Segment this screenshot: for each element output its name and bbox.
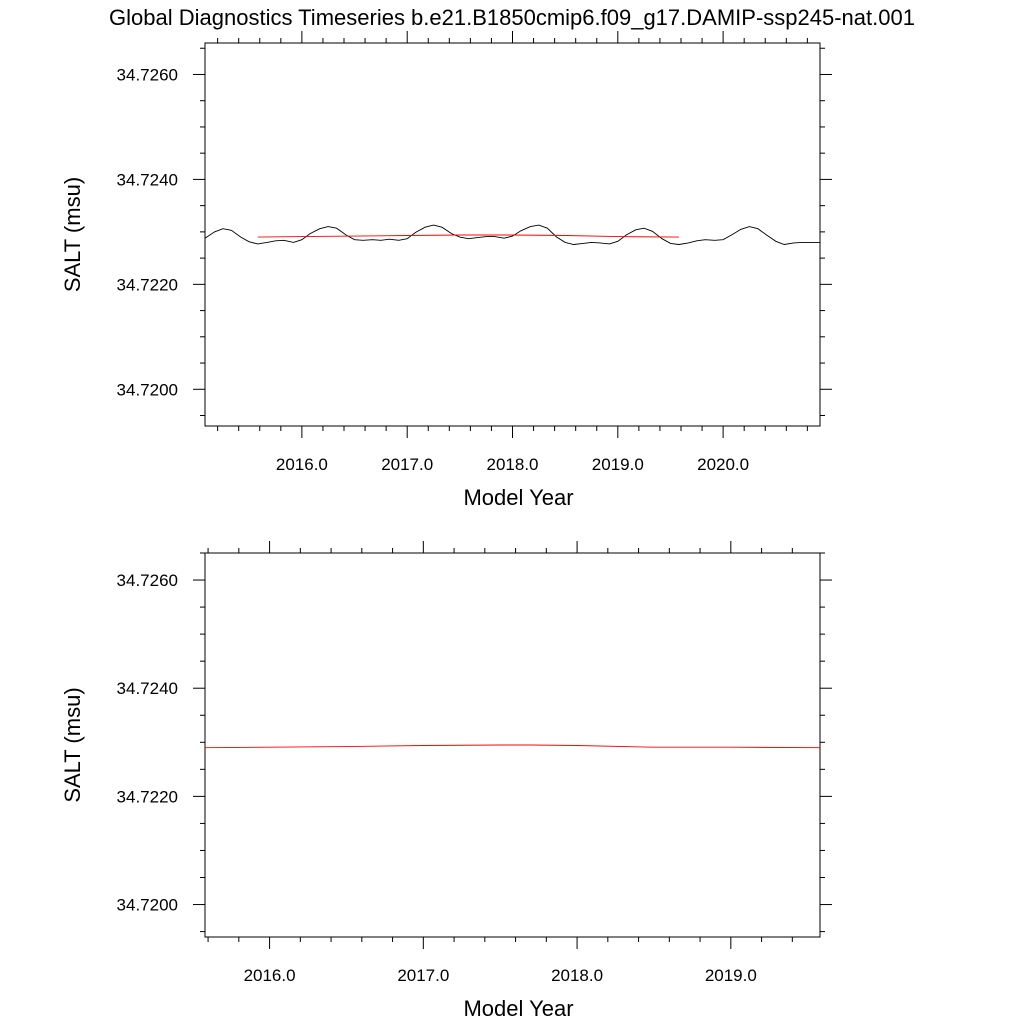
x-tick-label: 2018.0 <box>487 455 539 474</box>
smoothed-series-line <box>204 744 821 749</box>
chart-panel-2: 2016.0 2017.0 2018.0 2019.0 34.7200 34.7220 34… <box>60 541 832 1021</box>
plot-frame <box>204 552 821 938</box>
y-tick-label: 34.7240 <box>117 170 178 189</box>
y-tick-label: 34.7260 <box>117 571 178 590</box>
y-axis-label: SALT (msu) <box>60 687 85 802</box>
y-tick-label: 34.7220 <box>117 787 178 806</box>
x-tick-label: 2016.0 <box>276 455 328 474</box>
x-axis-label: Model Year <box>463 996 573 1021</box>
smoothed-series-line <box>257 234 679 238</box>
chart-panel-1: 2016.0 2017.0 2018.0 2019.0 2020.0 34.7200 34.… <box>60 31 832 510</box>
y-tick-label: 34.7200 <box>117 896 178 915</box>
x-tick-label: 2019.0 <box>705 966 757 985</box>
x-axis-label: Model Year <box>463 485 573 510</box>
y-tick-label: 34.7220 <box>117 275 178 294</box>
y-axis-label: SALT (msu) <box>60 177 85 292</box>
raw-series-line <box>204 224 820 245</box>
x-tick-label: 2019.0 <box>592 455 644 474</box>
y-tick-label: 34.7200 <box>117 380 178 399</box>
chart-panels: 2016.0 2017.0 2018.0 2019.0 2020.0 34.7200 34.… <box>60 31 832 1021</box>
x-tick-label: 2017.0 <box>397 966 449 985</box>
x-tick-label: 2018.0 <box>551 966 603 985</box>
x-tick-label: 2016.0 <box>244 966 296 985</box>
x-tick-label: 2020.0 <box>697 455 749 474</box>
y-tick-label: 34.7260 <box>117 65 178 84</box>
y-tick-label: 34.7240 <box>117 679 178 698</box>
chart-title: Global Diagnostics Timeseries b.e21.B185… <box>109 5 915 30</box>
x-tick-label: 2017.0 <box>381 455 433 474</box>
